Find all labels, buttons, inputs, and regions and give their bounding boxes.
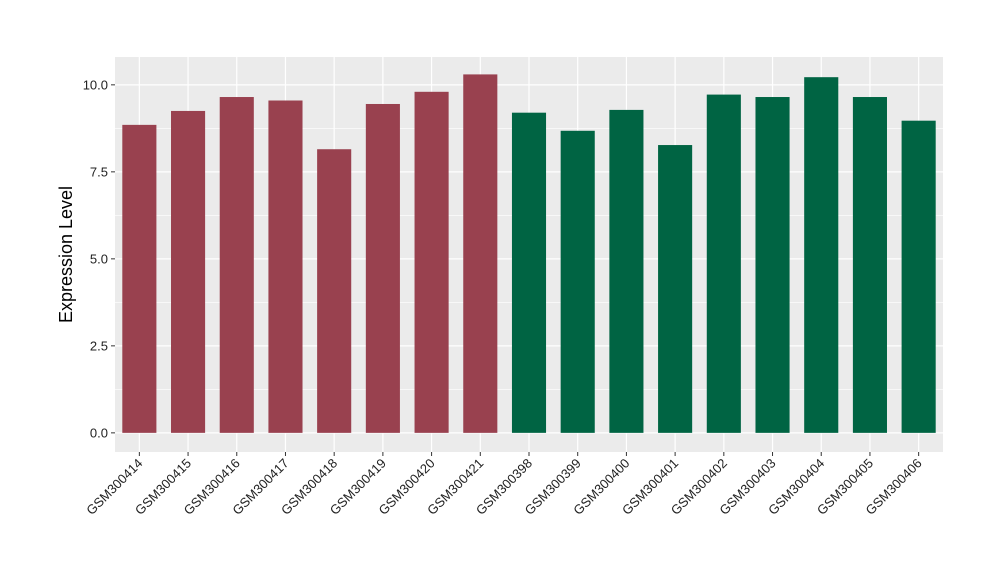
- bar-GSM300405: [852, 97, 887, 433]
- bar-GSM300421: [463, 74, 498, 433]
- y-axis-title: Expression Level: [56, 186, 76, 323]
- y-tick-label: 5.0: [90, 251, 108, 266]
- y-axis: 0.0 2.5 5.0 7.5 10.0: [83, 77, 115, 440]
- bars: [122, 74, 936, 433]
- bar-GSM300414: [122, 124, 157, 433]
- bar-GSM300399: [560, 130, 595, 433]
- y-tick-label: 0.0: [90, 425, 108, 440]
- bar-GSM300420: [414, 91, 449, 433]
- bar-GSM300398: [511, 112, 547, 433]
- bar-GSM300419: [365, 103, 400, 433]
- bar-GSM300402: [706, 94, 741, 433]
- y-tick-label: 2.5: [90, 338, 108, 353]
- bar-GSM300404: [804, 77, 839, 433]
- bar-GSM300400: [609, 109, 644, 433]
- bar-GSM300406: [901, 120, 936, 433]
- bar-GSM300418: [317, 149, 352, 433]
- bar-GSM300401: [658, 145, 693, 433]
- bar-GSM300403: [755, 97, 790, 433]
- bar-GSM300415: [171, 110, 206, 433]
- bar-GSM300416: [219, 97, 254, 433]
- y-tick-label: 10.0: [83, 77, 108, 92]
- y-tick-label: 7.5: [90, 164, 108, 179]
- bar-GSM300417: [268, 100, 303, 433]
- x-axis: GSM300414GSM300415GSM300416GSM300417GSM3…: [83, 452, 925, 518]
